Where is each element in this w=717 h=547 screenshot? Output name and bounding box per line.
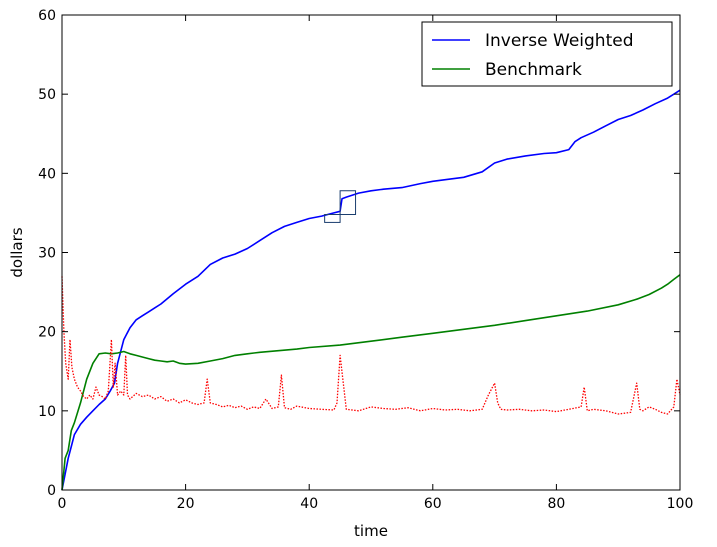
- y-tick-label: 60: [38, 8, 56, 24]
- series-layer: [61, 89, 681, 491]
- axis-layer: 0 20 40 60 80 100 0 10 20 30 40 50 60: [38, 8, 693, 512]
- x-tick-label: 0: [58, 496, 67, 512]
- y-tick-label: 10: [38, 404, 56, 420]
- x-tick-label: 80: [547, 496, 565, 512]
- legend-box: [421, 21, 673, 87]
- x-tick-label: 100: [667, 496, 694, 512]
- series-line-series-3: [61, 276, 681, 415]
- y-axis-label: dollars: [8, 227, 26, 277]
- y-tick-label: 30: [38, 246, 56, 262]
- legend: Inverse Weighted Benchmark: [421, 21, 673, 87]
- x-tick-label: 20: [177, 496, 195, 512]
- y-tick-label: 0: [47, 483, 56, 499]
- x-tick-label: 40: [300, 496, 318, 512]
- annotation-layer: [324, 190, 357, 223]
- x-axis-label: time: [354, 522, 388, 540]
- annotation-box-1: [324, 214, 341, 223]
- x-tick-label: 60: [424, 496, 442, 512]
- annotation-box-2: [339, 190, 357, 215]
- legend-label-benchmark: Benchmark: [485, 60, 582, 80]
- series-line-inverse-weighted: [61, 89, 681, 491]
- y-tick-label: 40: [38, 166, 56, 182]
- series-line-benchmark: [61, 274, 681, 491]
- y-tick-label: 20: [38, 325, 56, 341]
- y-tick-label: 50: [38, 87, 56, 103]
- legend-label-inverse-weighted: Inverse Weighted: [485, 31, 634, 51]
